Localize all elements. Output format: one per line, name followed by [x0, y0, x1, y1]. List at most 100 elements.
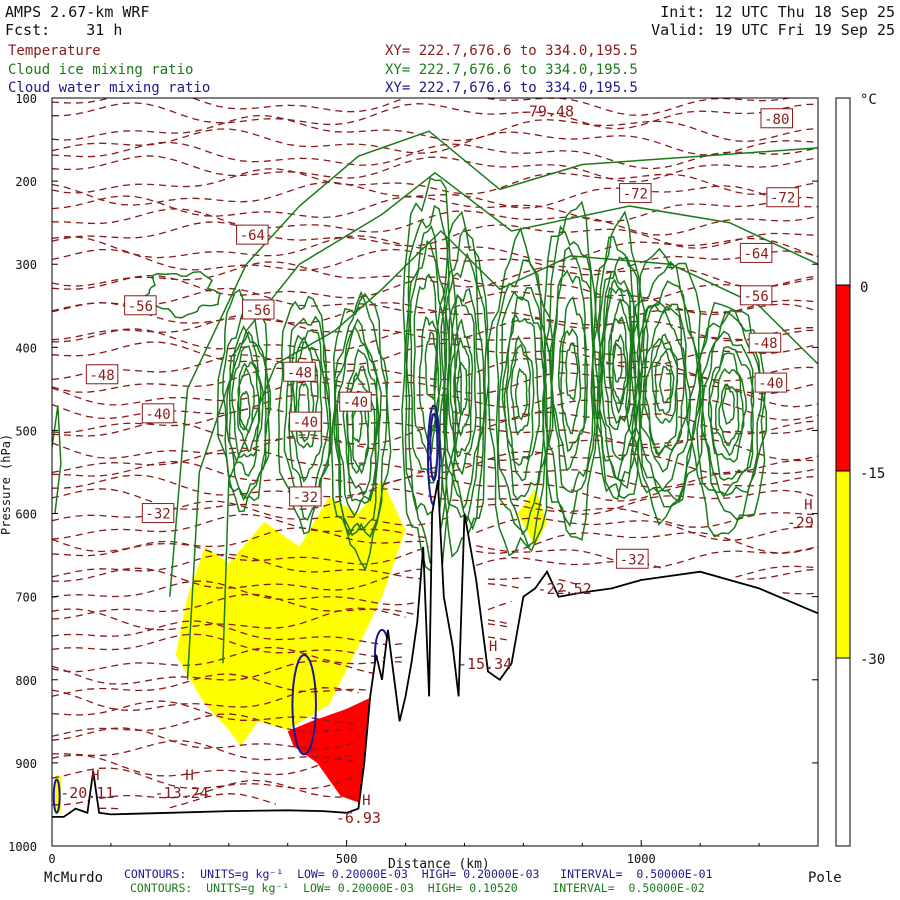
temperature-label-box [739, 285, 773, 306]
x-tick-label: 500 [336, 852, 358, 866]
temperature-isotherm [52, 673, 371, 697]
temperature-isotherm [52, 208, 818, 236]
ice-core-contour [654, 349, 675, 416]
ice-core-contour [401, 177, 462, 585]
extremum-value-label: -15.34 [458, 655, 512, 673]
field-ice-xy: XY= 222.7,676.6 to 334.0,195.5 [385, 62, 638, 78]
extremum-marker: H [91, 768, 99, 784]
temperature-isotherm [52, 580, 818, 606]
temperature-contour-label: -56 [246, 303, 271, 319]
temperature-contour-label: -80 [764, 112, 789, 128]
shaded-band-cold [517, 488, 547, 547]
temperature-isotherm [52, 128, 818, 156]
temperature-isotherm [52, 713, 359, 737]
extremum-value-label: -6.93 [336, 809, 381, 827]
y-tick-label: 500 [15, 424, 37, 438]
temperature-contour-label: -32 [145, 507, 170, 523]
ice-envelope-contour [186, 171, 818, 680]
temperature-isotherm [52, 98, 793, 116]
ice-core-contour [560, 327, 582, 435]
temperature-label-box [616, 548, 649, 569]
colorbar-band-cold [835, 470, 851, 659]
temperature-label-box [241, 299, 275, 320]
ice-envelope-contour [169, 130, 818, 597]
field-water-xy: XY= 222.7,676.6 to 334.0,195.5 [385, 80, 638, 96]
temperature-isotherm [52, 488, 818, 515]
temperature-contour-label: -48 [89, 368, 114, 384]
ice-envelope-contour [52, 405, 62, 514]
temperature-isotherm [52, 235, 818, 262]
ice-core-contour [510, 343, 532, 437]
temperature-label-box [141, 503, 175, 524]
x-axis-label: Distance (km) [388, 857, 490, 872]
temperature-contour-label: -56 [743, 289, 768, 305]
temperature-isotherm [52, 102, 818, 130]
y-tick-label: 800 [15, 674, 37, 688]
extremum-value-label: -13.24 [155, 784, 209, 802]
ice-core-contour [440, 227, 490, 531]
ice-core-contour [636, 280, 702, 503]
colorbar-tick-2: -30 [860, 652, 885, 668]
water-contour [429, 413, 439, 482]
temperature-isotherm [52, 434, 818, 461]
ice-core-contour [633, 300, 692, 493]
temperature-isotherm [52, 607, 512, 631]
temperature-label-box [766, 187, 799, 208]
valid-time: Valid: 19 UTC Fri 19 Sep 25 [651, 21, 895, 39]
ice-core-contour [336, 324, 378, 518]
ice-core-contour [700, 330, 754, 498]
ice-core-contour [721, 387, 735, 425]
temperature-contour-label: -48 [752, 336, 777, 352]
temperature-contour-label: -48 [287, 365, 312, 381]
model-title: AMPS 2.67-km WRF [5, 3, 150, 21]
temperature-isotherm [99, 793, 277, 810]
temperature-isotherm [52, 261, 818, 289]
temperature-isotherm [52, 687, 359, 711]
right-endpoint-label: Pole [808, 870, 842, 886]
ice-core-contour [549, 246, 595, 494]
ice-closed-contour [139, 271, 221, 319]
y-tick-label: 400 [15, 341, 37, 355]
colorbar-tick-1: -15 [860, 466, 885, 482]
ice-core-contour [453, 336, 471, 438]
temperature-label-box [236, 224, 269, 245]
temperature-contour-label: -40 [343, 395, 368, 411]
temperature-label-box [283, 361, 316, 382]
temperature-label-box [124, 295, 157, 316]
terrain-fill [52, 480, 818, 846]
temperature-isotherm [52, 181, 818, 209]
x-tick-label: 0 [48, 852, 55, 866]
ice-core-contour [542, 200, 604, 541]
ice-core-contour [487, 226, 554, 557]
y-tick-label: 900 [15, 757, 37, 771]
terrain-surface-line [52, 480, 818, 818]
ice-core-contour [288, 329, 330, 503]
ice-core-contour [404, 204, 457, 564]
temperature-contour-label: -32 [620, 552, 645, 568]
temperature-isotherm [52, 155, 818, 183]
temperature-isotherm [52, 301, 818, 329]
temperature-isotherm [52, 141, 818, 170]
temperature-label-box [85, 364, 119, 385]
temperature-label-box [754, 372, 788, 393]
temperature-isotherm [52, 114, 818, 143]
field-water-name: Cloud water mixing ratio [8, 80, 211, 96]
ice-core-contour [495, 259, 554, 548]
temperature-isotherm [52, 700, 359, 725]
colorbar-band-warm [835, 284, 851, 472]
ice-core-contour [330, 292, 392, 572]
temperature-label-box [289, 486, 322, 507]
ice-core-contour [514, 367, 528, 421]
temperature-isotherm [52, 527, 818, 554]
temperature-contour-label: -72 [623, 187, 648, 203]
extremum-marker: H [489, 639, 497, 655]
ice-core-contour [612, 342, 623, 384]
temperature-isotherm [52, 779, 359, 806]
ice-core-contour [237, 366, 255, 434]
ice-core-contour [708, 352, 748, 463]
ice-core-contour [412, 273, 442, 462]
temperature-label-box [141, 403, 175, 424]
ice-core-contour [506, 335, 535, 467]
ice-core-contour [551, 269, 588, 472]
